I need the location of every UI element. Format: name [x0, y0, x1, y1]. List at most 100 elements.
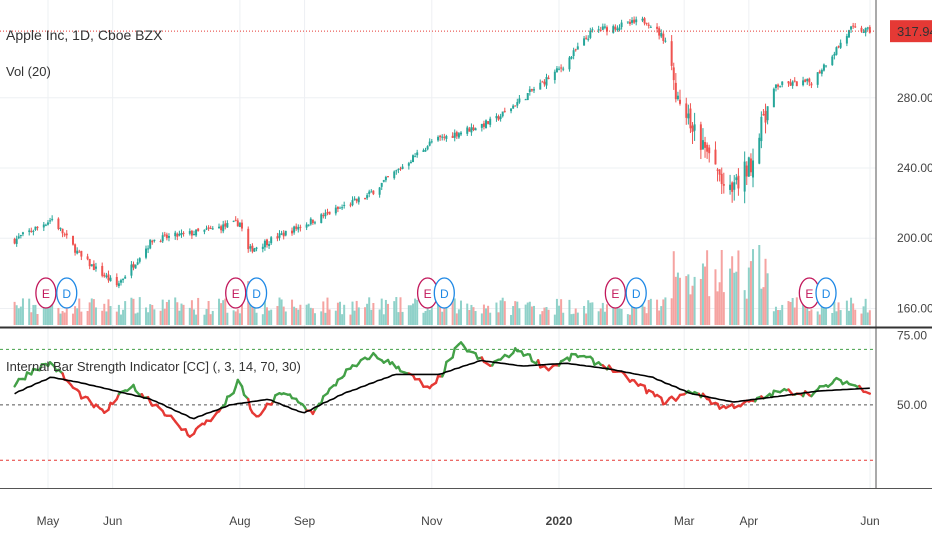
volume-bar [412, 303, 415, 325]
candle-body [311, 219, 314, 224]
earnings-marker[interactable] [225, 277, 247, 309]
candle-body [864, 28, 867, 33]
volume-bar [789, 301, 792, 325]
volume-bar [36, 314, 39, 325]
candle-body [34, 226, 37, 230]
volume-bar [808, 311, 811, 325]
volume-bar [758, 245, 761, 325]
volume-bar [34, 304, 37, 325]
candle-body [718, 169, 721, 175]
candle-body [662, 33, 665, 41]
candle-body [576, 46, 579, 50]
volume-bar [86, 310, 89, 325]
volume-bar [134, 313, 137, 325]
volume-bar [852, 303, 855, 325]
volume-bar [132, 298, 135, 325]
candle-body [772, 88, 775, 108]
candle-body [562, 68, 565, 70]
volume-bar [305, 304, 308, 325]
candle-body [845, 36, 848, 44]
candle-body [209, 228, 212, 230]
candle-body [399, 168, 402, 170]
volume-bar [349, 314, 352, 325]
volume-bar [101, 310, 104, 325]
candle-body [545, 77, 548, 86]
volume-bar [366, 303, 369, 325]
volume-bar [643, 306, 646, 325]
volume-bar [495, 302, 498, 325]
volume-bar [119, 314, 122, 325]
symbol-title: Apple Inc, 1D, Cboe BZX [6, 27, 163, 43]
dividend-marker[interactable] [56, 277, 78, 309]
earnings-marker[interactable] [604, 277, 626, 309]
volume-bar [679, 277, 682, 325]
candle-body [355, 198, 358, 202]
volume-bar [451, 297, 454, 325]
dividend-marker[interactable] [245, 277, 268, 309]
volume-bar [282, 306, 285, 325]
candle-body [407, 163, 410, 166]
candle-body [532, 89, 535, 91]
candle-body [49, 220, 52, 222]
volume-bar [526, 302, 529, 325]
candle-body [378, 187, 381, 195]
earnings-marker[interactable] [35, 277, 57, 309]
candle-body [497, 116, 500, 120]
volume-bar [336, 302, 339, 325]
volume-bar [430, 305, 433, 325]
candle-body [752, 160, 755, 178]
earnings-letter: E [42, 287, 50, 301]
candle-body [380, 182, 383, 187]
volume-bar [324, 312, 327, 325]
candle-body [336, 206, 339, 209]
candle-body [207, 227, 210, 229]
volume-bar [443, 302, 446, 325]
volume-bar [795, 297, 798, 325]
candle-body [616, 28, 619, 31]
candle-body [802, 80, 805, 86]
candle-body [218, 226, 221, 228]
time-tick-label: May [37, 514, 60, 528]
candle-body [530, 89, 533, 91]
volume-bar [357, 307, 360, 325]
volume-bar [656, 299, 659, 325]
dividend-marker[interactable] [625, 277, 647, 309]
candle-body [72, 235, 75, 245]
candle-body [820, 69, 823, 74]
candle-body [854, 26, 857, 28]
candle-body [36, 226, 39, 228]
candle-body [589, 30, 592, 38]
volume-bar [545, 307, 548, 325]
volume-bar [234, 311, 237, 325]
volume-bar [749, 261, 752, 325]
candle-body [190, 230, 193, 236]
volume-bar [560, 299, 563, 325]
candle-body [656, 26, 659, 29]
dividend-marker[interactable] [815, 277, 837, 309]
candle-body [105, 275, 108, 277]
time-tick-label: Jun [103, 514, 122, 528]
candle-body [781, 81, 784, 85]
candle-body [553, 71, 556, 81]
volume-bar [503, 301, 506, 325]
volume-bar [455, 313, 458, 325]
ibs-line-segment [864, 390, 872, 395]
volume-bar [618, 308, 621, 325]
volume-bar [21, 298, 24, 325]
volume-bar [831, 312, 834, 325]
volume-bar [311, 308, 314, 325]
volume-bar [207, 301, 210, 325]
candle-body [606, 27, 609, 32]
price-tick-label: 240.00 [897, 161, 932, 175]
volume-bar [603, 311, 606, 325]
volume-bar [635, 302, 638, 325]
dividend-marker[interactable] [433, 277, 455, 309]
candle-body [284, 230, 287, 236]
volume-bar [30, 312, 33, 325]
volume-bar [426, 302, 429, 325]
volume-bar [704, 266, 707, 325]
volume-bar [19, 306, 22, 325]
candle-body [224, 223, 227, 227]
candle-body [180, 232, 183, 235]
candle-body [59, 227, 62, 229]
